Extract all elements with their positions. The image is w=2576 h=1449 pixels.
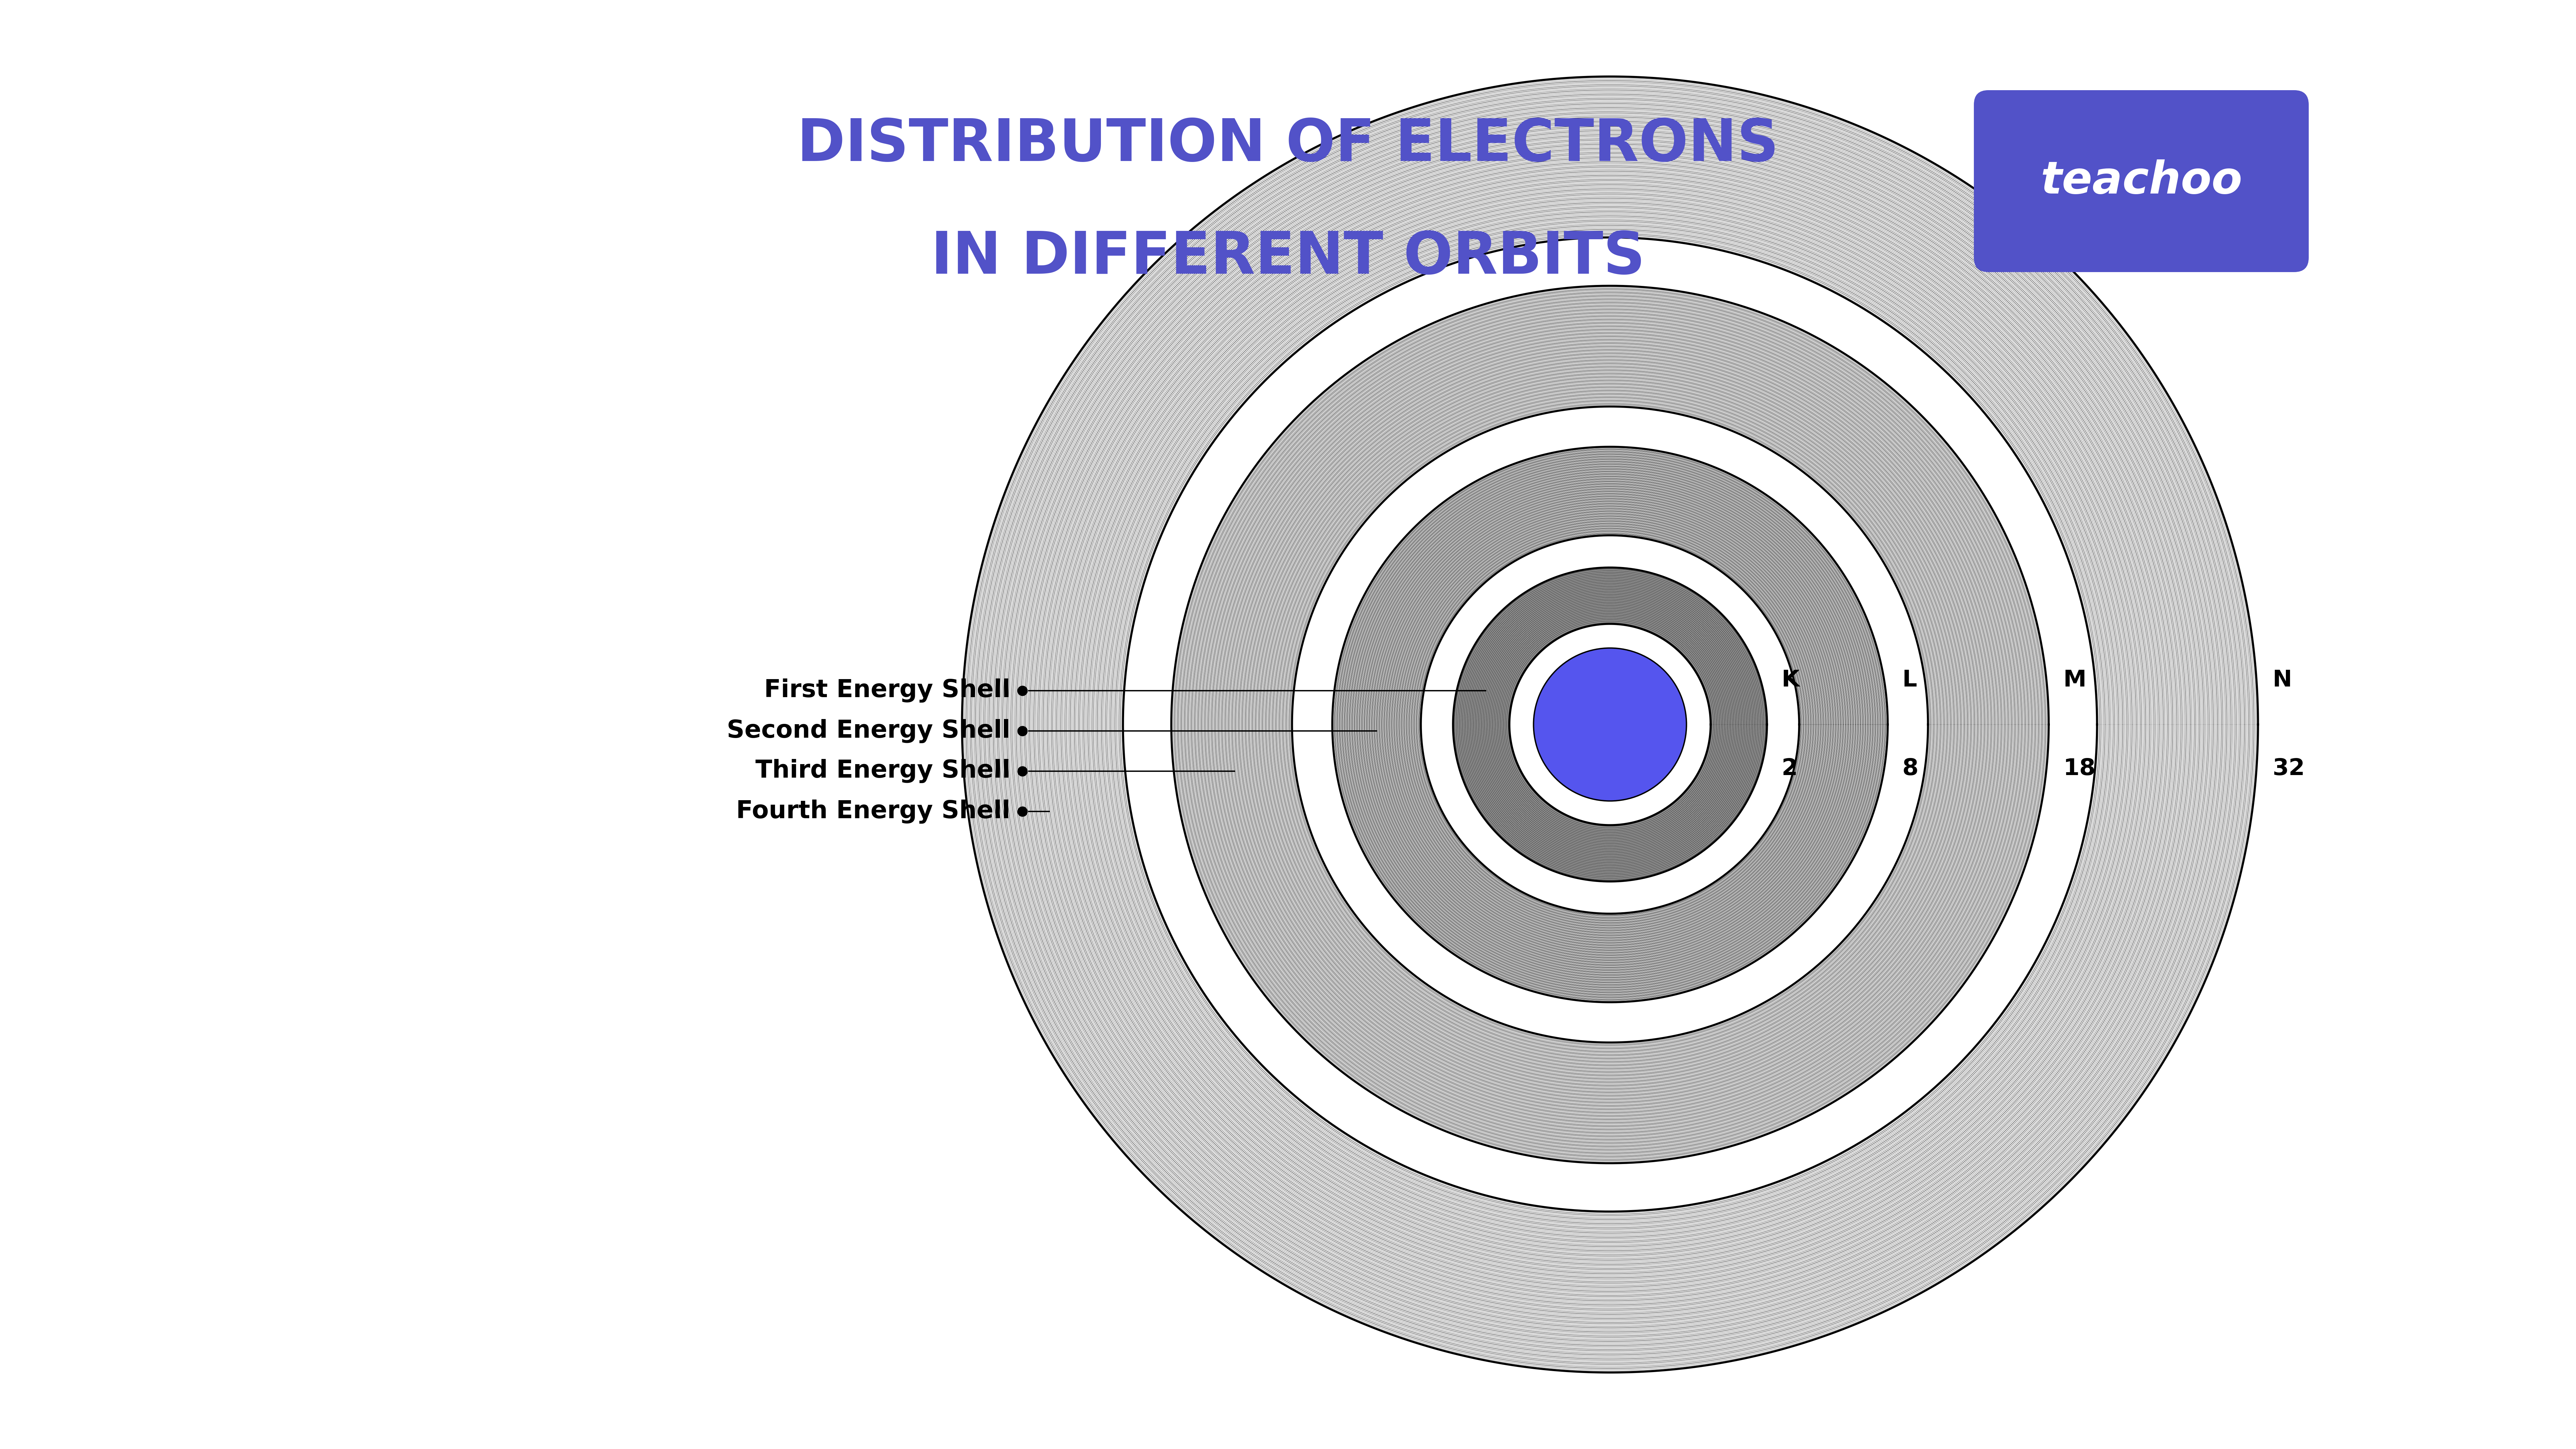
- Text: Fourth Energy Shell: Fourth Energy Shell: [737, 800, 1010, 823]
- Text: 2: 2: [1783, 758, 1798, 780]
- Text: 32: 32: [2272, 758, 2306, 780]
- Text: K: K: [1783, 669, 1801, 691]
- Text: First Energy Shell: First Energy Shell: [765, 678, 1010, 703]
- Text: Third Energy Shell: Third Energy Shell: [755, 759, 1010, 784]
- Text: IN DIFFERENT ORBITS: IN DIFFERENT ORBITS: [930, 229, 1646, 285]
- Text: M: M: [2063, 669, 2087, 691]
- Text: 8: 8: [1901, 758, 1919, 780]
- Text: L: L: [1901, 669, 1917, 691]
- Text: DISTRIBUTION OF ELECTRONS: DISTRIBUTION OF ELECTRONS: [796, 116, 1780, 174]
- Text: N: N: [2272, 669, 2293, 691]
- Text: 18: 18: [2063, 758, 2097, 780]
- Text: Second Energy Shell: Second Energy Shell: [726, 719, 1010, 743]
- FancyBboxPatch shape: [1973, 90, 2308, 272]
- Circle shape: [1533, 648, 1687, 801]
- Text: teachoo: teachoo: [2040, 159, 2241, 203]
